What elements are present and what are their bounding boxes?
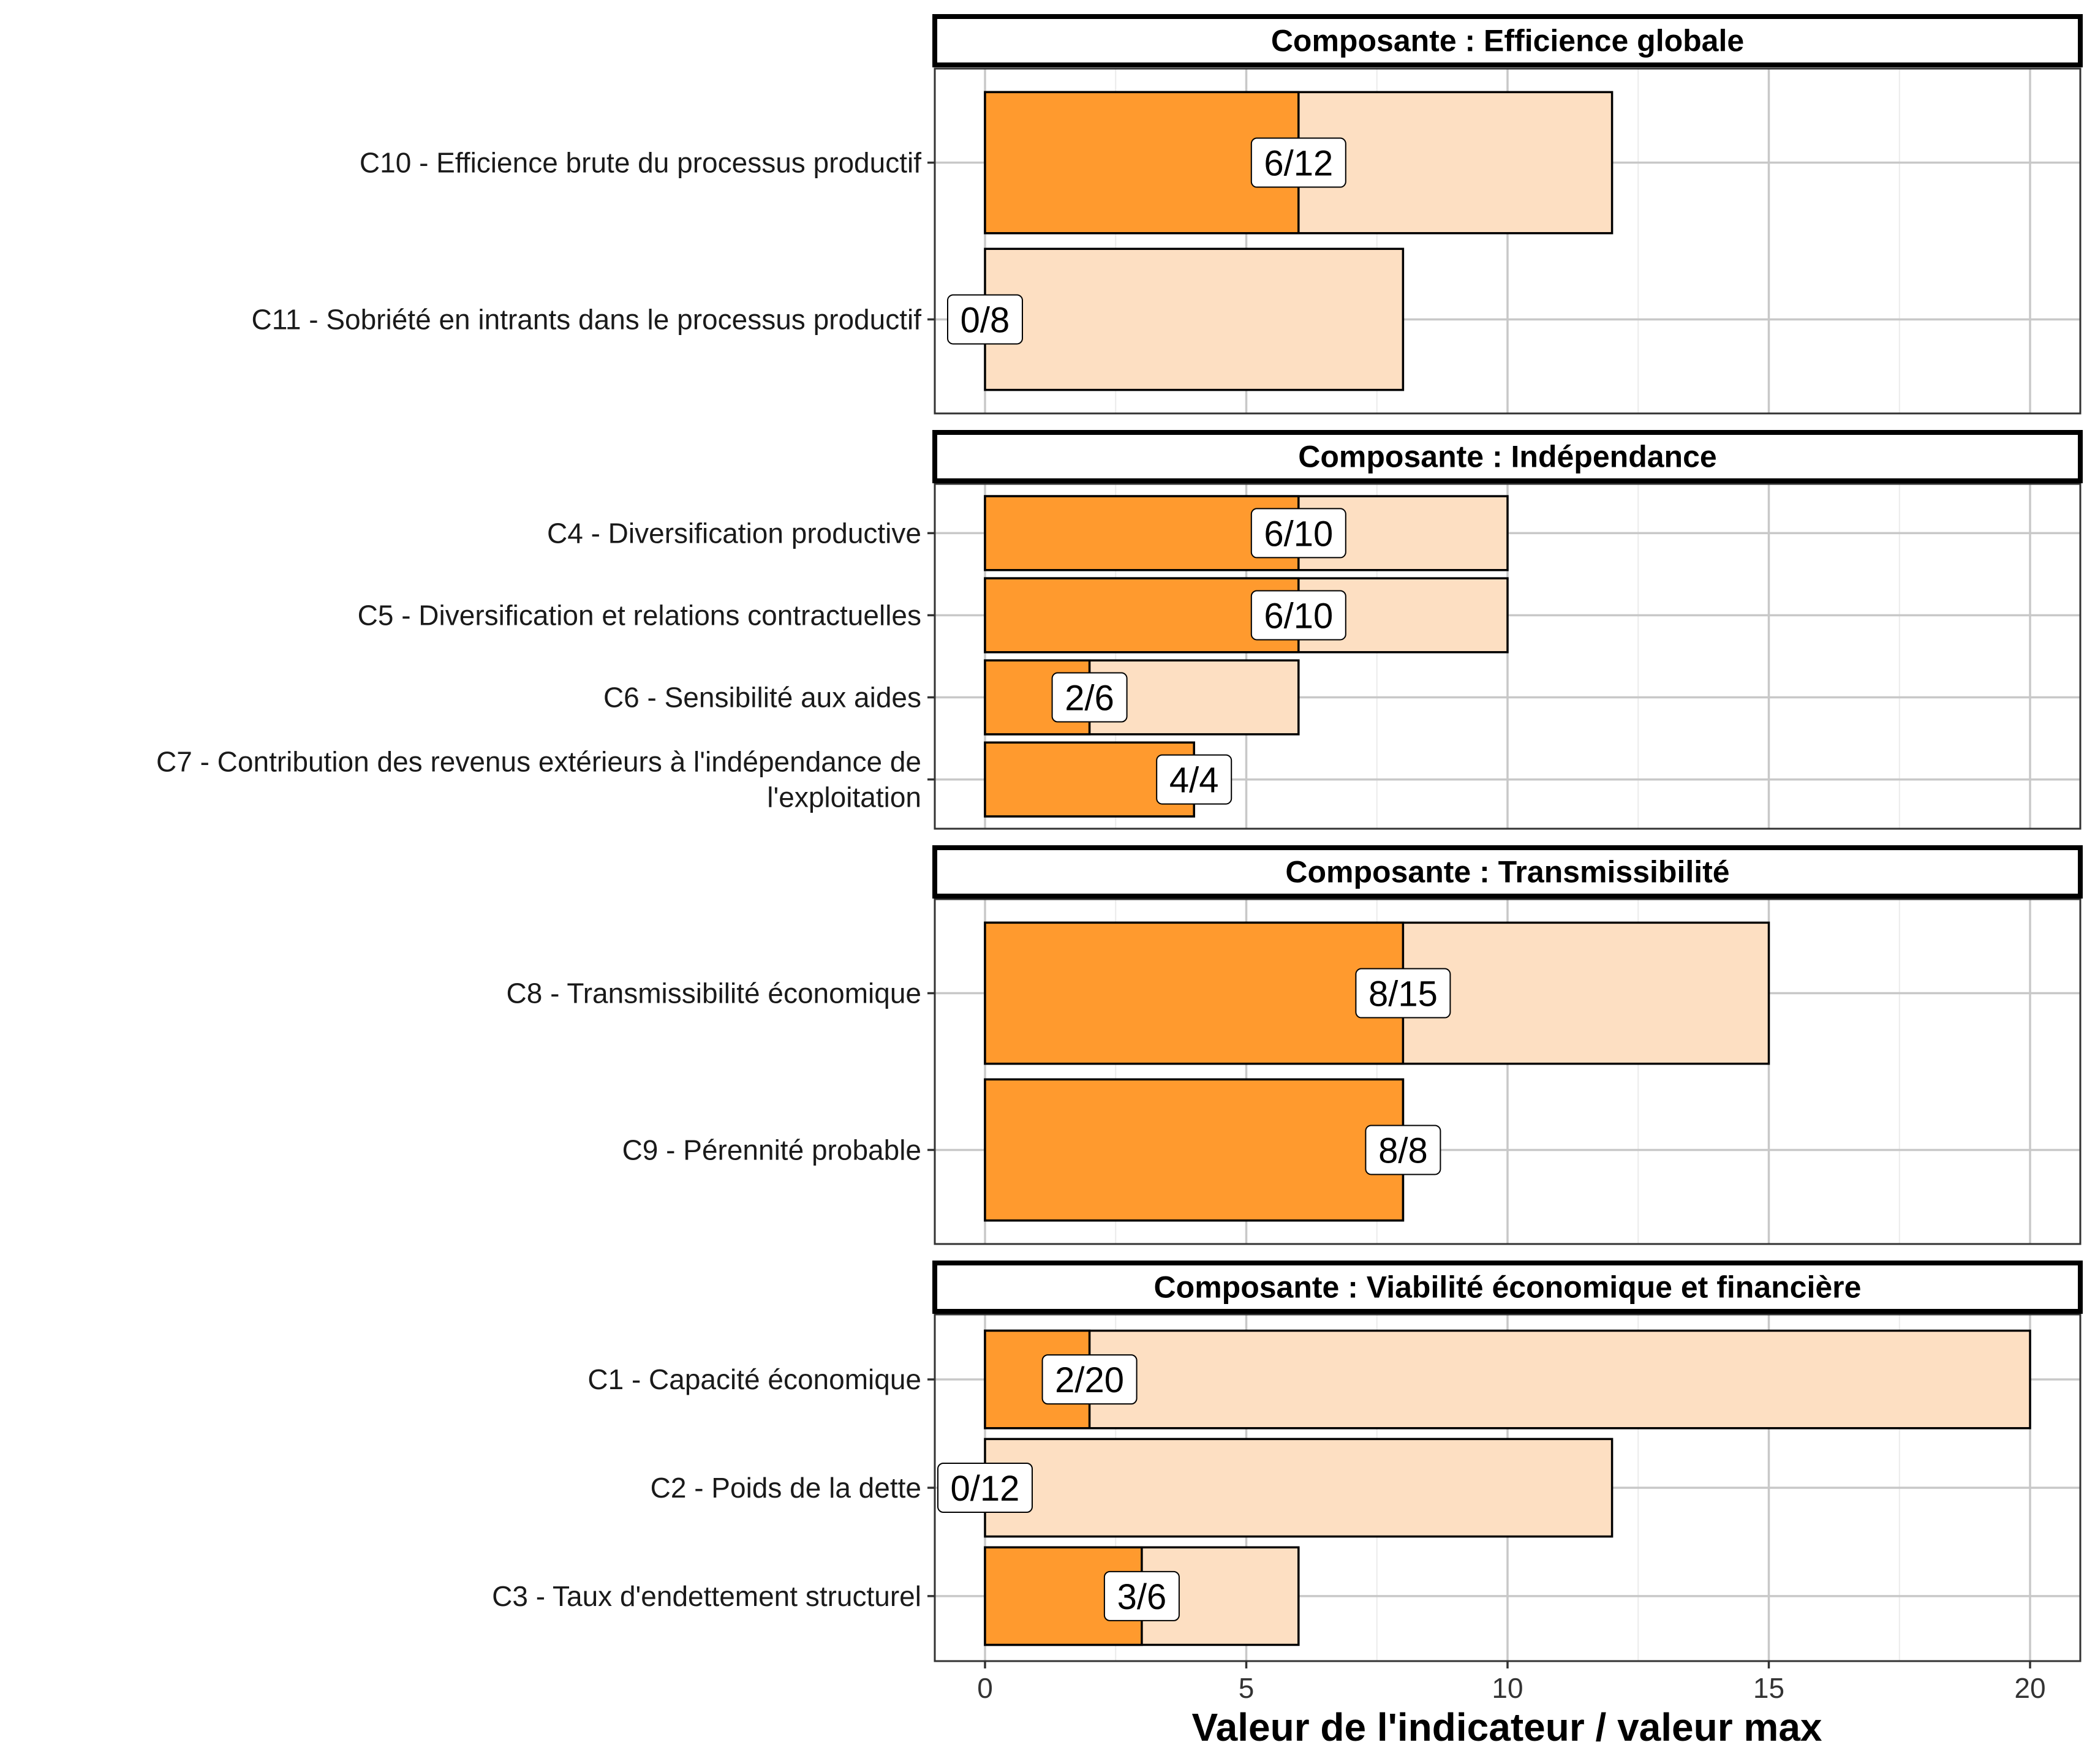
value-label: 0/8 — [947, 294, 1023, 345]
facet-strip-title: Composante : Efficience globale — [1271, 24, 1744, 58]
value-label: 0/12 — [937, 1463, 1033, 1513]
value-label-box — [1156, 754, 1232, 805]
value-label-box — [1041, 1354, 1138, 1405]
value-label-text: 2/6 — [1065, 679, 1114, 718]
category-label: C8 - Transmissibilité économique — [507, 978, 922, 1009]
panel: C10 - Efficience brute du processus prod… — [251, 14, 2083, 415]
facet-strip — [932, 1261, 2083, 1314]
x-tick-label: 20 — [2014, 1672, 2045, 1704]
category-label: C4 - Diversification productive — [547, 517, 921, 549]
facet-strip-title: Composante : Viabilité économique et fin… — [1154, 1270, 1862, 1305]
value-bar — [984, 495, 1300, 571]
value-bar — [984, 921, 1405, 1065]
value-label: 4/4 — [1156, 754, 1232, 805]
value-label-text: 6/10 — [1264, 596, 1333, 636]
max-bar — [984, 247, 1405, 391]
facet-strip — [932, 14, 2083, 67]
category-label: C10 - Efficience brute du processus prod… — [360, 147, 921, 179]
value-label: 2/20 — [1041, 1354, 1138, 1405]
facet-strip-title: Composante : Transmissibilité — [1285, 855, 1729, 889]
facet-strip — [932, 430, 2083, 483]
category-label: C2 - Poids de la dette — [651, 1472, 921, 1504]
value-label-text: 2/20 — [1055, 1360, 1124, 1400]
value-label-box — [1051, 672, 1128, 723]
value-label-box — [1250, 137, 1346, 188]
panel-border — [934, 67, 2082, 415]
panel: C4 - Diversification productive 6/10 C5 - … — [156, 430, 2083, 830]
value-label-text: 8/15 — [1368, 974, 1438, 1014]
category-label: C5 - Diversification et relations contra… — [358, 599, 921, 631]
value-label-box — [1355, 968, 1451, 1019]
value-label-text: 0/8 — [961, 300, 1010, 340]
facet-strip — [932, 845, 2083, 899]
category-label: C1 - Capacité économique — [587, 1363, 921, 1395]
x-axis: 0 5 10 15 20 — [977, 1661, 2046, 1704]
value-label: 6/10 — [1250, 590, 1346, 641]
panel: C8 - Transmissibilité économique 8/15 C9 -… — [507, 845, 2083, 1245]
category-label: C9 - Pérennité probable — [622, 1134, 921, 1166]
max-bar — [984, 1329, 2031, 1430]
panel-border — [934, 898, 2082, 1245]
panels: C10 - Efficience brute du processus prod… — [156, 14, 2083, 1662]
value-label-box — [1250, 508, 1346, 559]
value-label-box — [1365, 1125, 1441, 1175]
category-label: C11 - Sobriété en intrants dans le proce… — [251, 303, 921, 335]
value-label-box — [937, 1463, 1033, 1513]
x-tick-label: 5 — [1239, 1672, 1255, 1704]
value-label-box — [1250, 590, 1346, 641]
panel-border — [934, 483, 2082, 830]
facet-strip-title: Composante : Indépendance — [1298, 440, 1716, 474]
panel: C1 - Capacité économique 2/20 C2 - Poids d… — [492, 1261, 2083, 1662]
max-bar — [984, 1438, 1614, 1538]
value-label-text: 4/4 — [1169, 761, 1219, 801]
category-label: C6 - Sensibilité aux aides — [603, 682, 921, 714]
category-label: C3 - Taux d'endettement structurel — [492, 1580, 921, 1612]
value-label: 8/8 — [1365, 1125, 1441, 1175]
value-label-box — [947, 294, 1023, 345]
value-label: 8/15 — [1355, 968, 1451, 1019]
value-bar — [984, 1078, 1405, 1222]
value-label-text: 0/12 — [951, 1469, 1020, 1509]
x-tick-label: 10 — [1492, 1672, 1523, 1704]
category-label: C7 - Contribution des revenus extérieurs… — [156, 746, 921, 813]
value-label: 6/12 — [1250, 137, 1346, 188]
value-bar — [984, 577, 1300, 654]
value-label-text: 8/8 — [1378, 1131, 1428, 1170]
value-label-text: 6/10 — [1264, 514, 1333, 554]
x-axis-title: Valeur de l'indicateur / valeur max — [1192, 1705, 1822, 1749]
x-tick-label: 0 — [977, 1672, 993, 1704]
value-bar — [984, 91, 1300, 235]
value-label-box — [1103, 1570, 1180, 1621]
value-label: 2/6 — [1051, 672, 1128, 723]
value-label-text: 3/6 — [1117, 1577, 1167, 1617]
value-label: 6/10 — [1250, 508, 1346, 559]
x-tick-label: 15 — [1753, 1672, 1784, 1704]
value-label-text: 6/12 — [1264, 144, 1333, 184]
value-label: 3/6 — [1103, 1570, 1180, 1621]
